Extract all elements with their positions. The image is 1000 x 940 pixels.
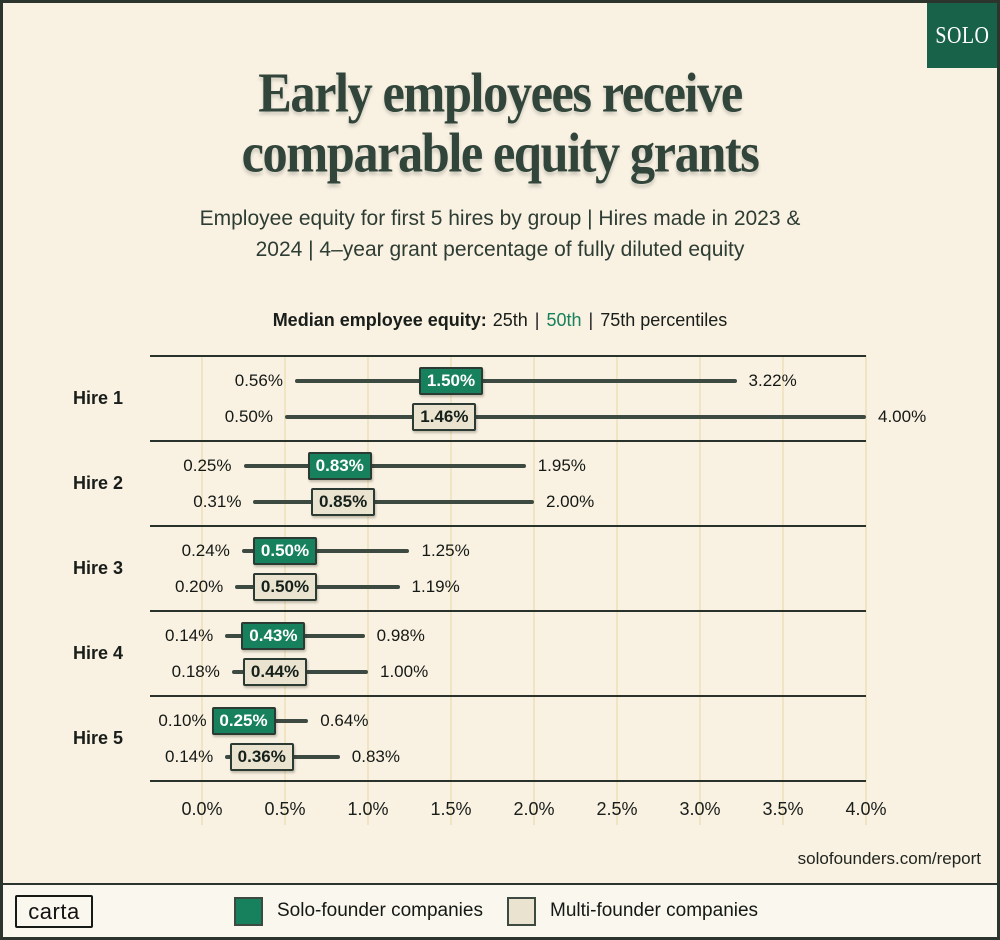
p75-label: 1.95% bbox=[537, 456, 586, 475]
gridline bbox=[533, 355, 535, 825]
x-tick-label: 1.0% bbox=[347, 799, 389, 819]
p75-label: 2.00% bbox=[546, 492, 595, 511]
note-divider: | bbox=[588, 310, 594, 330]
p25-label: 0.24% bbox=[181, 541, 230, 560]
p75-label: 4.00% bbox=[878, 407, 927, 426]
gridline bbox=[616, 355, 618, 825]
median-box: 0.43% bbox=[241, 622, 306, 650]
median-box: 1.46% bbox=[412, 403, 477, 431]
x-tick-label: 2.0% bbox=[513, 799, 555, 819]
x-tick-label: 4.0% bbox=[845, 799, 887, 819]
row-separator bbox=[150, 695, 866, 697]
percentile-range-line bbox=[294, 379, 737, 383]
percentile-note: Median employee equity: 25th | 50th | 75th pe… bbox=[3, 310, 997, 331]
percentile-range-line bbox=[243, 464, 526, 468]
p25-label: 0.25% bbox=[183, 456, 232, 475]
x-tick-label: 2.5% bbox=[596, 799, 638, 819]
hire-label: Hire 3 bbox=[72, 557, 123, 578]
source-url: solofounders.com/report bbox=[797, 849, 981, 868]
legend-item-solo: Solo-founder companies bbox=[234, 896, 483, 926]
title-line-1: Early employees receive bbox=[258, 62, 743, 124]
gridline bbox=[201, 355, 203, 825]
note-lead: Median employee equity: bbox=[272, 310, 487, 330]
percentile-range-line bbox=[235, 585, 400, 589]
note-divider: | bbox=[534, 310, 540, 330]
percentile-range-line bbox=[253, 500, 534, 504]
percentile-range-line bbox=[285, 415, 866, 419]
hire-label: Hire 4 bbox=[72, 642, 123, 663]
median-box: 0.85% bbox=[311, 488, 376, 516]
carta-logo-text: carta bbox=[28, 898, 80, 924]
percentile-range-line bbox=[241, 549, 410, 553]
legend-item-multi: Multi-founder companies bbox=[507, 896, 758, 926]
p25-label: 0.14% bbox=[165, 626, 214, 645]
p25-label: 0.31% bbox=[193, 492, 242, 511]
note-p50: 50th bbox=[546, 310, 582, 330]
carta-logo: carta bbox=[15, 895, 93, 928]
hire-label: Hire 1 bbox=[72, 387, 123, 408]
page-title: Early employees receive comparable equit… bbox=[28, 62, 972, 185]
p75-label: 1.19% bbox=[411, 577, 460, 596]
row-separator bbox=[150, 440, 866, 442]
p75-label: 0.64% bbox=[320, 711, 369, 730]
row-separator bbox=[150, 355, 866, 357]
x-tick-label: 0.5% bbox=[264, 799, 306, 819]
note-p25: 25th bbox=[492, 310, 528, 330]
subtitle-line-2: 2024 | 4–year grant percentage of fully … bbox=[255, 238, 745, 261]
hire-label: Hire 2 bbox=[72, 472, 123, 493]
percentile-chart: 0.0% 0.5% 1.0% 1.5% 2.0% 2.5% 3.0% 3.5% 4.0% Hire… bbox=[3, 3, 997, 937]
x-tick-label: 3.0% bbox=[679, 799, 721, 819]
solo-logo-text: SOLO bbox=[934, 21, 990, 49]
gridline bbox=[782, 355, 784, 825]
gridline bbox=[865, 355, 867, 825]
solo-swatch bbox=[234, 896, 263, 926]
median-box: 0.36% bbox=[229, 743, 294, 771]
p25-label: 0.50% bbox=[224, 407, 273, 426]
solo-logo: SOLO bbox=[927, 3, 997, 68]
page-subtitle: Employee equity for first 5 hires by gro… bbox=[3, 203, 997, 265]
p25-label: 0.10% bbox=[158, 711, 207, 730]
p25-label: 0.14% bbox=[165, 747, 214, 766]
footer-bar: carta Solo-founder companies Multi-found… bbox=[3, 883, 997, 937]
row-separator bbox=[150, 525, 866, 527]
legend-label-solo: Solo-founder companies bbox=[277, 900, 483, 921]
median-box: 0.83% bbox=[307, 452, 372, 480]
x-tick-label: 3.5% bbox=[762, 799, 804, 819]
legend-label-multi: Multi-founder companies bbox=[550, 900, 759, 921]
p25-label: 0.20% bbox=[174, 577, 224, 596]
p75-label: 0.98% bbox=[376, 626, 425, 645]
gridline bbox=[367, 355, 369, 825]
gridline bbox=[450, 355, 452, 825]
median-box: 0.50% bbox=[253, 537, 317, 565]
p25-label: 0.18% bbox=[171, 662, 220, 681]
hire-label: Hire 5 bbox=[72, 727, 123, 748]
row-separator bbox=[150, 610, 866, 612]
p25-label: 0.56% bbox=[234, 371, 283, 390]
multi-swatch bbox=[507, 896, 536, 926]
x-tick-label: 1.5% bbox=[430, 799, 472, 819]
median-box: 1.50% bbox=[419, 367, 483, 395]
note-p75: 75th percentiles bbox=[600, 310, 728, 330]
median-box: 0.25% bbox=[211, 707, 276, 735]
median-box: 0.50% bbox=[253, 573, 317, 601]
p75-label: 3.22% bbox=[748, 371, 797, 390]
median-box: 0.44% bbox=[243, 658, 308, 686]
title-line-2: comparable equity grants bbox=[241, 122, 760, 185]
x-tick-label: 0.0% bbox=[181, 799, 223, 819]
p75-label: 1.00% bbox=[380, 662, 429, 681]
gridline bbox=[699, 355, 701, 825]
p75-label: 0.83% bbox=[351, 747, 400, 766]
subtitle-line-1: Employee equity for first 5 hires by gro… bbox=[199, 207, 801, 230]
row-separator bbox=[150, 780, 866, 782]
p75-label: 1.25% bbox=[421, 541, 470, 560]
